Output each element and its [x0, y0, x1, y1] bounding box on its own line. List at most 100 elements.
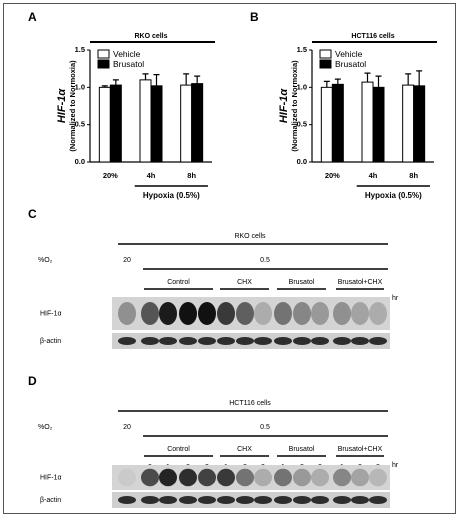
x-tick-label: 20% [103, 171, 118, 180]
y-tick-label: 0.0 [297, 157, 307, 166]
blot-band [293, 337, 311, 345]
blot-band [274, 301, 292, 326]
blot-band [198, 337, 216, 345]
error-bar [405, 73, 412, 86]
blot-band [333, 301, 351, 326]
error-bar [375, 75, 382, 88]
time-unit: hr [392, 295, 399, 302]
legend-label: Vehicle [335, 49, 363, 59]
o2-label: %O₂ [38, 257, 53, 264]
group-label: Brusatol [289, 446, 315, 453]
blot-band [217, 337, 235, 345]
blot-band [236, 496, 254, 504]
y-tick-label: 1.5 [297, 45, 307, 54]
blot-band [159, 468, 177, 487]
y-tick-label: 1.0 [75, 82, 85, 91]
blot-band [179, 337, 197, 345]
blot-band [274, 337, 292, 345]
error-bar [153, 74, 160, 86]
blot-band [369, 337, 387, 345]
panel-letter: B [250, 10, 259, 24]
blot-band [333, 337, 351, 345]
y-axis-label: HIF-1α [56, 88, 68, 124]
blot-band [236, 468, 254, 487]
blot-band [118, 468, 136, 487]
blot-band [198, 301, 216, 326]
chart-title: RKO cells [134, 33, 167, 40]
blot-band [217, 496, 235, 504]
bar [361, 81, 374, 163]
blot-band [274, 496, 292, 504]
row-label: HIF-1α [40, 310, 62, 317]
blot-band [351, 301, 369, 326]
blot-band [217, 301, 235, 326]
x-group-label: Hypoxia (0.5%) [365, 191, 422, 200]
bar [150, 85, 163, 163]
legend-label: Brusatol [335, 59, 366, 69]
bar [98, 86, 111, 163]
blot-band [141, 301, 159, 326]
legend-swatch [97, 49, 110, 59]
blot-band [118, 301, 136, 326]
x-tick-label: 20% [325, 171, 340, 180]
blot-band [333, 468, 351, 487]
bar [372, 86, 385, 163]
x-group-label: Hypoxia (0.5%) [143, 191, 200, 200]
blot-band [351, 468, 369, 487]
error-bar [183, 73, 190, 86]
o2-level: 0.5 [260, 257, 270, 264]
legend-swatch [97, 59, 110, 69]
blot-band [236, 301, 254, 326]
error-bar [101, 85, 108, 88]
chart-title: HCT116 cells [351, 33, 394, 40]
bar [139, 79, 152, 163]
blot-band [311, 301, 329, 326]
y-tick-label: 0.0 [75, 157, 85, 166]
blot-band [333, 496, 351, 504]
error-bar [142, 73, 149, 80]
group-label: Brusatol+CHX [338, 446, 383, 453]
bar [331, 83, 344, 163]
blot-band [351, 337, 369, 345]
bar [320, 86, 333, 163]
blot-band [141, 468, 159, 487]
blot-band [369, 468, 387, 487]
error-bar [334, 78, 341, 85]
panel-letter: C [28, 207, 37, 221]
blot-band [311, 496, 329, 504]
group-label: Brusatol [289, 279, 315, 286]
blot-band [293, 468, 311, 487]
blot-band [159, 301, 177, 326]
error-bar [364, 72, 371, 83]
x-tick-label: 8h [187, 171, 196, 180]
blot-band [351, 496, 369, 504]
x-tick-label: 8h [409, 171, 418, 180]
bar [413, 85, 426, 163]
legend-swatch [319, 59, 332, 69]
blot-band [179, 301, 197, 326]
group-label: Brusatol+CHX [338, 279, 383, 286]
error-bar [416, 70, 423, 86]
x-tick-label: 4h [147, 171, 156, 180]
group-label: CHX [237, 279, 252, 286]
blot-band [217, 468, 235, 487]
bar [109, 84, 122, 163]
blot-band [236, 337, 254, 345]
y-tick-label: 1.5 [75, 45, 85, 54]
error-bar [194, 75, 201, 84]
blot-band [159, 337, 177, 345]
legend-swatch [319, 49, 332, 59]
blot-band [254, 301, 272, 326]
bar [402, 84, 415, 163]
blot-title: RKO cells [234, 233, 266, 240]
blot-band [311, 337, 329, 345]
blot-band [198, 496, 216, 504]
blot-band [311, 468, 329, 487]
blot-band [159, 496, 177, 504]
blot-band [274, 468, 292, 487]
blot-band [254, 496, 272, 504]
error-bar [323, 80, 330, 88]
x-tick-label: 4h [369, 171, 378, 180]
blot-band [369, 301, 387, 326]
